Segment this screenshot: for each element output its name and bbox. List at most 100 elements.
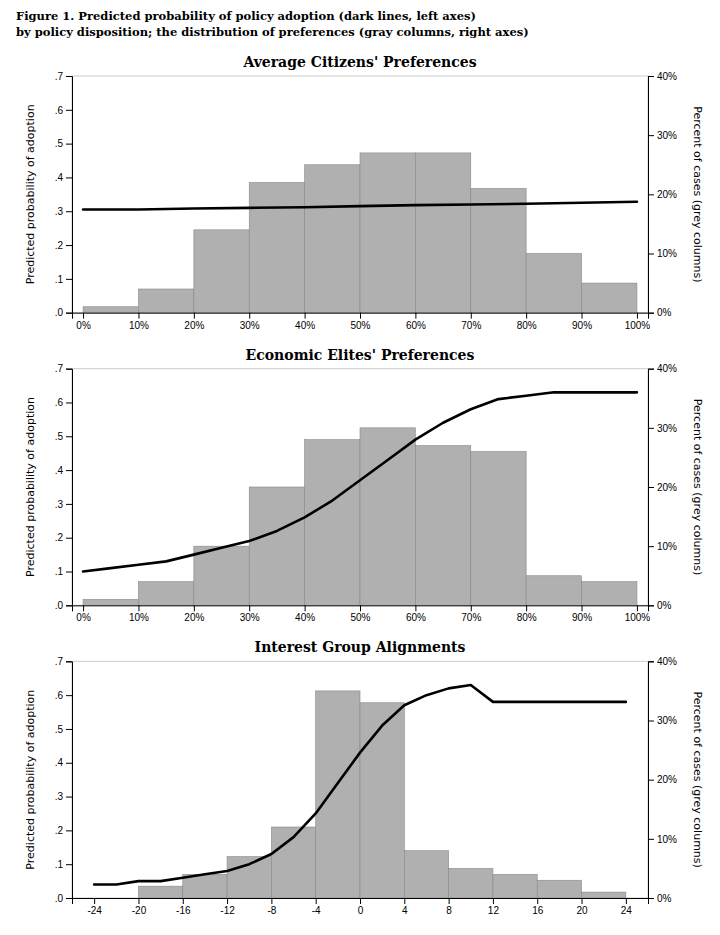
tick-mark xyxy=(66,797,72,798)
tick: .2 xyxy=(55,240,72,251)
tick: 0% xyxy=(76,313,91,331)
tick: .7 xyxy=(55,71,72,82)
tick-label: .1 xyxy=(55,859,64,870)
tick-mark xyxy=(249,313,250,319)
tick-mark xyxy=(66,436,72,437)
tick: 20% xyxy=(648,482,677,493)
tick-label: .7 xyxy=(55,71,64,82)
tick-mark xyxy=(66,538,72,539)
tick-mark xyxy=(94,898,95,904)
tick-mark xyxy=(271,898,272,904)
tick-mark xyxy=(66,211,72,212)
tick-label: 10% xyxy=(657,834,677,845)
tick: .0 xyxy=(55,307,72,318)
tick: .6 xyxy=(55,690,72,701)
tick-mark xyxy=(648,721,654,722)
tick-mark xyxy=(66,144,72,145)
tick-mark xyxy=(83,605,84,611)
tick-label: .1 xyxy=(55,274,64,285)
histogram-bar xyxy=(316,691,360,898)
tick-mark xyxy=(648,194,654,195)
tick-mark xyxy=(66,661,72,662)
tick-mark xyxy=(66,763,72,764)
tick-mark xyxy=(194,605,195,611)
tick: .4 xyxy=(55,172,72,183)
axis-domain xyxy=(649,77,655,314)
tick-mark xyxy=(648,839,654,840)
tick-label: 30% xyxy=(240,320,260,331)
panel: -24-20-16-12-8-404812162024.0.1.2.3.4.5.… xyxy=(24,639,704,916)
marks xyxy=(83,392,637,605)
tick: .4 xyxy=(55,465,72,476)
tick-mark xyxy=(66,402,72,403)
tick-label: 10% xyxy=(657,248,677,259)
tick-label: 0% xyxy=(76,320,91,331)
tick: 50% xyxy=(350,313,370,331)
plot-frame xyxy=(72,369,648,606)
tick: 0% xyxy=(648,307,672,318)
tick: 20 xyxy=(576,898,588,916)
histogram-bar xyxy=(415,446,470,606)
histogram-bar xyxy=(415,153,470,313)
histogram-bar xyxy=(471,452,526,606)
tick-label: .5 xyxy=(55,138,64,149)
figure-title: Figure 1. Predicted probability of polic… xyxy=(16,9,476,23)
panel-title: Economic Elites' Preferences xyxy=(246,347,475,363)
histogram xyxy=(83,428,637,606)
tick-mark xyxy=(138,898,139,904)
axis-domain xyxy=(649,662,655,899)
tick-mark xyxy=(404,898,405,904)
histogram-bar xyxy=(582,892,626,898)
tick: 60% xyxy=(406,313,426,331)
tick-label: .5 xyxy=(55,724,64,735)
y2-axis: 0%10%20%30%40% xyxy=(648,71,677,319)
tick: 24 xyxy=(621,898,633,916)
tick-mark xyxy=(537,898,538,904)
x-axis: -24-20-16-12-8-404812162024 xyxy=(73,898,649,916)
tick-mark xyxy=(66,177,72,178)
tick: .6 xyxy=(55,397,72,408)
tick-mark xyxy=(493,898,494,904)
tick: .1 xyxy=(55,274,72,285)
tick-label: 20% xyxy=(657,189,677,200)
tick-label: 10% xyxy=(129,320,149,331)
tick-mark xyxy=(194,313,195,319)
tick-label: .2 xyxy=(55,532,64,543)
tick-mark xyxy=(66,864,72,865)
tick: 10% xyxy=(129,313,149,331)
tick-mark xyxy=(360,898,361,904)
tick-mark xyxy=(648,487,654,488)
tick-label: 100% xyxy=(625,612,651,623)
tick-mark xyxy=(648,898,654,899)
tick: 40% xyxy=(648,656,677,667)
tick-label: 60% xyxy=(406,320,426,331)
tick: 12 xyxy=(488,898,500,916)
tick: .2 xyxy=(55,825,72,836)
tick-label: .3 xyxy=(55,499,64,510)
tick-label: 20% xyxy=(657,774,677,785)
histogram-bar xyxy=(305,440,360,606)
histogram-bar xyxy=(449,868,493,898)
tick-label: .5 xyxy=(55,431,64,442)
tick-mark xyxy=(626,898,627,904)
x-axis: 0%10%20%30%40%50%60%70%80%90%100% xyxy=(73,313,651,331)
tick-mark xyxy=(183,898,184,904)
plot-frame xyxy=(72,76,648,313)
tick-label: .1 xyxy=(55,566,64,577)
tick: 4 xyxy=(402,898,408,916)
tick-label: 80% xyxy=(517,612,537,623)
tick-mark xyxy=(66,245,72,246)
tick-mark xyxy=(66,110,72,111)
tick-label: 40% xyxy=(657,656,677,667)
tick-label: .0 xyxy=(55,893,64,904)
histogram-bar xyxy=(360,153,415,313)
tick: 60% xyxy=(406,605,426,623)
tick: 40% xyxy=(648,71,677,82)
tick-mark xyxy=(66,572,72,573)
tick-mark xyxy=(449,898,450,904)
tick-label: 0 xyxy=(358,905,364,916)
tick-label: 0% xyxy=(657,600,672,611)
tick-label: 70% xyxy=(461,320,481,331)
axis-domain xyxy=(73,899,649,905)
tick-label: 80% xyxy=(517,320,537,331)
